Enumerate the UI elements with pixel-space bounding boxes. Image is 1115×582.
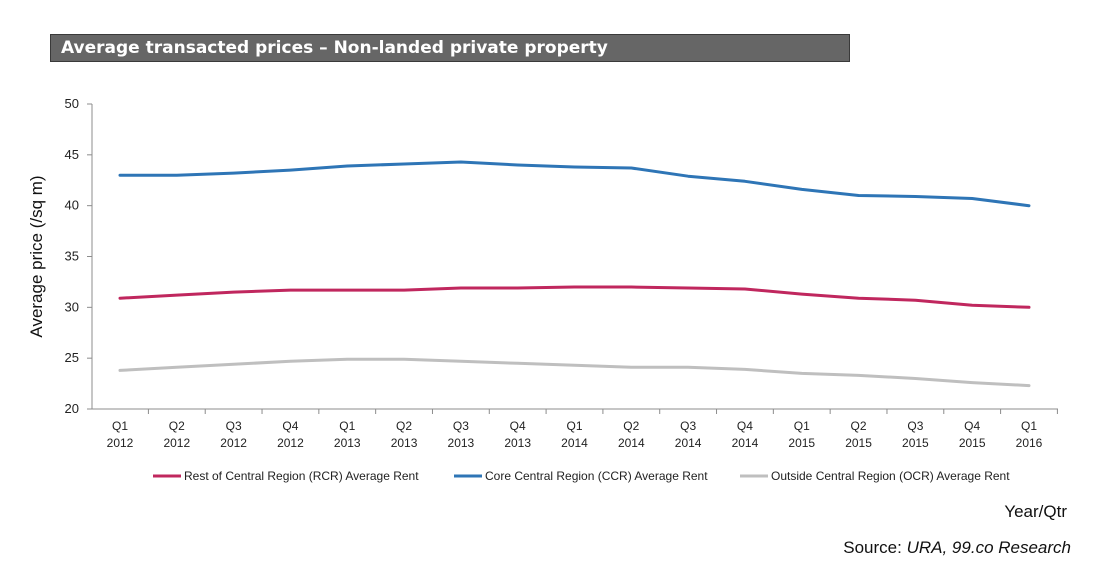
- y-tick-label: 35: [65, 249, 79, 264]
- x-tick-label-year: 2012: [163, 436, 190, 450]
- x-tick-label-quarter: Q4: [964, 419, 980, 433]
- x-tick-label-year: 2015: [788, 436, 815, 450]
- x-tick-label-year: 2014: [561, 436, 588, 450]
- legend-label-3: Outside Central Region (OCR) Average Ren…: [771, 469, 1010, 483]
- x-tick-label-year: 2012: [277, 436, 304, 450]
- x-tick-label-quarter: Q3: [226, 419, 242, 433]
- x-tick-label-quarter: Q2: [169, 419, 185, 433]
- x-tick-label-quarter: Q2: [851, 419, 867, 433]
- x-tick-label-year: 2014: [675, 436, 702, 450]
- x-tick-label-year: 2012: [107, 436, 134, 450]
- x-tick-label-year: 2016: [1016, 436, 1043, 450]
- x-tick-label-quarter: Q3: [453, 419, 469, 433]
- x-tick-label-quarter: Q1: [794, 419, 810, 433]
- x-tick-label-year: 2014: [618, 436, 645, 450]
- x-tick-label-quarter: Q1: [1021, 419, 1037, 433]
- x-tick-label-year: 2015: [902, 436, 929, 450]
- x-tick-label-quarter: Q4: [510, 419, 526, 433]
- series-line-3: [118, 357, 1031, 388]
- x-tick-label-year: 2013: [504, 436, 531, 450]
- x-tick-label-year: 2013: [334, 436, 361, 450]
- x-tick-label-year: 2014: [732, 436, 759, 450]
- source-text: URA, 99.co Research: [906, 538, 1071, 557]
- series-line-2: [118, 160, 1031, 208]
- x-tick-label-quarter: Q3: [907, 419, 923, 433]
- x-axis-label: Year/Qtr: [1004, 502, 1067, 521]
- x-tick-label-quarter: Q1: [112, 419, 128, 433]
- x-tick-label-year: 2015: [959, 436, 986, 450]
- y-tick-label: 50: [65, 96, 79, 111]
- series-line-1: [118, 285, 1031, 309]
- x-tick-label-year: 2013: [391, 436, 418, 450]
- y-axis-title: Average price (/sq m): [27, 175, 46, 337]
- y-tick-label: 20: [65, 401, 79, 416]
- y-tick-label: 40: [65, 198, 79, 213]
- x-tick-label-year: 2013: [448, 436, 475, 450]
- x-tick-label-quarter: Q2: [396, 419, 412, 433]
- y-tick-label: 45: [65, 147, 79, 162]
- chart-title: Average transacted prices – Non-landed p…: [61, 38, 608, 58]
- x-tick-label-quarter: Q2: [623, 419, 639, 433]
- x-tick-label-quarter: Q4: [737, 419, 753, 433]
- x-tick-label-year: 2012: [220, 436, 247, 450]
- y-tick-label: 25: [65, 350, 79, 365]
- x-tick-label-quarter: Q1: [566, 419, 582, 433]
- x-tick-label-quarter: Q3: [680, 419, 696, 433]
- legend-label-2: Core Central Region (CCR) Average Rent: [485, 469, 708, 483]
- x-tick-label-year: 2015: [845, 436, 872, 450]
- x-tick-label-quarter: Q1: [339, 419, 355, 433]
- source-label: Source:: [843, 538, 902, 557]
- legend-label-1: Rest of Central Region (RCR) Average Ren…: [184, 469, 419, 483]
- source-note: Source: URA, 99.co Research: [843, 538, 1071, 558]
- x-tick-label-quarter: Q4: [282, 419, 298, 433]
- y-tick-label: 30: [65, 299, 79, 314]
- chart-title-bar: Average transacted prices – Non-landed p…: [50, 34, 850, 62]
